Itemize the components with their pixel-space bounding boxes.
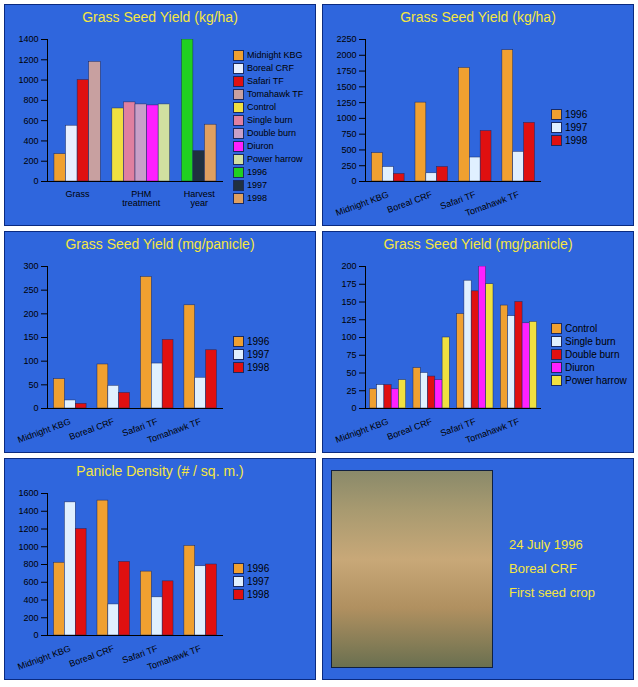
svg-text:2000: 2000 <box>336 50 356 60</box>
html-text:1998: 1998 <box>247 588 270 600</box>
html-text:Tomahawk TF: Tomahawk TF <box>247 89 304 99</box>
svg-text:500: 500 <box>341 145 356 155</box>
svg-text:600: 600 <box>23 577 38 587</box>
svg-text:Midnight KBG: Midnight KBG <box>334 416 390 444</box>
svg-text:0: 0 <box>33 403 38 413</box>
html-text:Grass Seed Yield (kg/ha): Grass Seed Yield (kg/ha) <box>400 9 556 25</box>
svg-text:1600: 1600 <box>18 488 38 498</box>
svg-text:200: 200 <box>23 613 38 623</box>
svg-text:50: 50 <box>346 368 356 378</box>
html-text:Grass Seed Yield (mg/panicle): Grass Seed Yield (mg/panicle) <box>383 236 573 252</box>
svg-text:125: 125 <box>341 315 356 325</box>
html-text:1997: 1997 <box>247 575 270 587</box>
svg-text:Boreal CRF: Boreal CRF <box>68 416 116 442</box>
html-text:1996: 1996 <box>247 562 270 574</box>
html-text:24 July 1996: 24 July 1996 <box>509 537 583 552</box>
svg-text:200: 200 <box>341 261 356 271</box>
html-text:1998: 1998 <box>247 361 270 373</box>
svg-text:Tomahawk TF: Tomahawk TF <box>146 643 203 672</box>
html-text:Panicle Density (# / sq. m.): Panicle Density (# / sq. m.) <box>76 463 244 479</box>
svg-text:25: 25 <box>346 386 356 396</box>
html-text:Grass Seed Yield (kg/ha): Grass Seed Yield (kg/ha) <box>82 9 238 25</box>
html-text:Boreal CRF: Boreal CRF <box>509 561 577 576</box>
svg-text:100: 100 <box>341 332 356 342</box>
svg-text:800: 800 <box>23 559 38 569</box>
html-text:1997: 1997 <box>565 121 588 133</box>
svg-text:150: 150 <box>23 332 38 342</box>
html-text:Safari TF: Safari TF <box>247 76 284 86</box>
svg-text:Safari TF: Safari TF <box>438 189 477 212</box>
html-text:Midnight KBG: Midnight KBG <box>247 50 303 60</box>
svg-text:Harvestyear: Harvestyear <box>184 189 216 208</box>
svg-text:Boreal CRF: Boreal CRF <box>68 643 116 669</box>
html-text:1998: 1998 <box>565 134 588 146</box>
svg-text:Midnight KBG: Midnight KBG <box>16 416 72 444</box>
svg-text:Midnight KBG: Midnight KBG <box>334 189 390 217</box>
html-text:1996: 1996 <box>565 108 588 120</box>
svg-text:Grass: Grass <box>66 189 91 199</box>
svg-text:Safari TF: Safari TF <box>120 416 159 439</box>
svg-text:1000: 1000 <box>18 75 38 85</box>
svg-text:Midnight KBG: Midnight KBG <box>16 643 72 671</box>
html-text:Double burn: Double burn <box>247 128 296 138</box>
svg-text:200: 200 <box>23 309 38 319</box>
svg-text:1400: 1400 <box>18 506 38 516</box>
svg-text:Tomahawk TF: Tomahawk TF <box>464 189 521 218</box>
html-text:1996: 1996 <box>247 335 270 347</box>
svg-text:Boreal CRF: Boreal CRF <box>386 416 434 442</box>
html-text:1997: 1997 <box>247 348 270 360</box>
svg-text:400: 400 <box>23 595 38 605</box>
html-text:Power harrow: Power harrow <box>565 374 627 386</box>
svg-text:0: 0 <box>33 630 38 640</box>
html-text:Control: Control <box>247 102 276 112</box>
html-text:Single burn: Single burn <box>247 115 293 125</box>
svg-text:1200: 1200 <box>18 55 38 65</box>
html-text:Diuron: Diuron <box>565 361 595 373</box>
svg-text:175: 175 <box>341 279 356 289</box>
svg-text:250: 250 <box>341 161 356 171</box>
svg-text:200: 200 <box>23 156 38 166</box>
svg-text:Safari TF: Safari TF <box>120 643 159 666</box>
svg-text:300: 300 <box>23 261 38 271</box>
svg-text:1500: 1500 <box>336 82 356 92</box>
html-text:1998: 1998 <box>247 193 267 203</box>
svg-text:100: 100 <box>23 356 38 366</box>
html-text:Control: Control <box>565 322 598 334</box>
svg-text:600: 600 <box>23 116 38 126</box>
svg-text:0: 0 <box>351 403 356 413</box>
html-text:Grass Seed Yield (mg/panicle): Grass Seed Yield (mg/panicle) <box>65 236 255 252</box>
svg-text:250: 250 <box>23 285 38 295</box>
svg-text:Tomahawk TF: Tomahawk TF <box>464 416 521 445</box>
svg-text:1200: 1200 <box>18 524 38 534</box>
svg-text:1750: 1750 <box>336 66 356 76</box>
svg-text:Tomahawk TF: Tomahawk TF <box>146 416 203 445</box>
html-text:1996: 1996 <box>247 167 267 177</box>
svg-text:PHMtreatment: PHMtreatment <box>122 189 161 208</box>
html-text:First seed crop: First seed crop <box>509 585 595 600</box>
svg-text:75: 75 <box>346 350 356 360</box>
svg-text:0: 0 <box>351 176 356 186</box>
html-text:Single burn: Single burn <box>565 335 616 347</box>
svg-text:0: 0 <box>33 176 38 186</box>
svg-text:1000: 1000 <box>18 542 38 552</box>
svg-text:Boreal CRF: Boreal CRF <box>386 189 434 215</box>
svg-text:800: 800 <box>23 95 38 105</box>
svg-text:150: 150 <box>341 297 356 307</box>
svg-text:1400: 1400 <box>18 34 38 44</box>
html-text:1997: 1997 <box>247 180 267 190</box>
svg-text:50: 50 <box>28 380 38 390</box>
svg-text:1000: 1000 <box>336 113 356 123</box>
html-text:Power harrow: Power harrow <box>247 154 303 164</box>
svg-text:2250: 2250 <box>336 34 356 44</box>
html-text:Diuron: Diuron <box>247 141 274 151</box>
svg-text:750: 750 <box>341 129 356 139</box>
svg-text:Safari TF: Safari TF <box>438 416 477 439</box>
svg-text:1250: 1250 <box>336 97 356 107</box>
html-text:Boreal CRF: Boreal CRF <box>247 63 294 73</box>
html-text:Double burn: Double burn <box>565 348 620 360</box>
svg-text:400: 400 <box>23 136 38 146</box>
